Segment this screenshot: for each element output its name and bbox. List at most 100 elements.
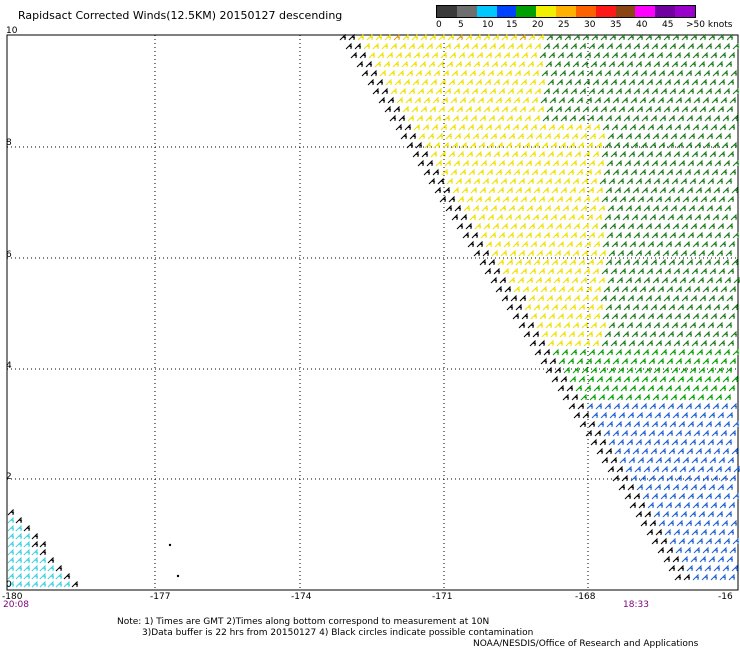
- wind-barb: [720, 546, 728, 554]
- wind-barb: [639, 474, 647, 482]
- wind-barb: [610, 267, 618, 275]
- wind-barb: [15, 532, 23, 540]
- wind-barb: [537, 222, 545, 230]
- wind-barb: [709, 78, 717, 86]
- wind-barb: [674, 123, 682, 131]
- wind-barb: [485, 240, 493, 248]
- wind-barb: [584, 312, 592, 320]
- wind-barb: [498, 231, 506, 239]
- wind-barb: [683, 123, 691, 131]
- wind-barb: [684, 96, 692, 104]
- wind-barb: [565, 150, 573, 158]
- wind-barb: [540, 96, 548, 104]
- wind-barb: [623, 375, 631, 383]
- wind-barb: [515, 114, 523, 122]
- wind-barb: [718, 150, 726, 158]
- wind-barb: [23, 532, 31, 540]
- wind-barb: [700, 78, 708, 86]
- legend-swatch: [595, 6, 616, 17]
- wind-barb: [498, 87, 506, 95]
- wind-barb: [502, 150, 510, 158]
- wind-barb: [640, 69, 648, 77]
- wind-barb: [658, 141, 666, 149]
- wind-barb: [428, 60, 436, 68]
- wind-barb: [651, 159, 659, 167]
- wind-barb: [639, 357, 647, 365]
- wind-barb: [469, 141, 477, 149]
- wind-barb: [584, 51, 592, 59]
- wind-barb: [674, 384, 682, 392]
- wind-barb: [571, 393, 579, 401]
- wind-barb: [695, 186, 703, 194]
- wind-barb: [363, 42, 371, 50]
- wind-barb: [541, 330, 549, 338]
- wind-barb: [666, 168, 674, 176]
- wind-barb: [722, 303, 730, 311]
- wind-barb: [660, 492, 668, 500]
- wind-barb: [509, 177, 517, 185]
- wind-barb: [523, 69, 531, 77]
- wind-barb: [634, 132, 642, 140]
- wind-barb: [407, 114, 415, 122]
- wind-barb: [686, 375, 694, 383]
- wind-barb: [470, 114, 478, 122]
- wind-barb: [642, 87, 650, 95]
- wind-barb: [561, 231, 569, 239]
- wind-barb: [555, 222, 563, 230]
- wind-barb: [554, 249, 562, 257]
- wind-barb: [643, 204, 651, 212]
- wind-barb: [660, 231, 668, 239]
- wind-barb: [482, 249, 490, 257]
- wind-barb: [625, 393, 633, 401]
- wind-barb: [686, 186, 694, 194]
- wind-barb: [632, 303, 640, 311]
- wind-barb: [579, 42, 587, 50]
- wind-barb: [23, 572, 31, 580]
- wind-barb: [662, 366, 670, 374]
- wind-barb: [658, 330, 666, 338]
- wind-barb: [675, 474, 683, 482]
- wind-barb: [713, 447, 721, 455]
- wind-barb: [614, 186, 622, 194]
- legend-label: 40: [636, 20, 648, 30]
- wind-barb: [696, 231, 704, 239]
- wind-barb: [356, 60, 364, 68]
- wind-barb: [587, 258, 595, 266]
- legend-label: >50 knots: [686, 20, 733, 30]
- wind-barb: [477, 96, 485, 104]
- wind-barb: [703, 141, 711, 149]
- wind-barb: [646, 528, 654, 536]
- wind-barb: [642, 159, 650, 167]
- wind-barb: [713, 564, 721, 572]
- wind-barb: [655, 78, 663, 86]
- wind-barb: [683, 384, 691, 392]
- wind-barb: [630, 429, 638, 437]
- wind-barb: [643, 465, 651, 473]
- wind-barb: [578, 258, 586, 266]
- wind-barb: [655, 267, 663, 275]
- wind-barb: [575, 312, 583, 320]
- wind-barb: [481, 204, 489, 212]
- wind-barb: [682, 456, 690, 464]
- wind-barb: [585, 429, 593, 437]
- wind-barb: [669, 42, 677, 50]
- wind-barb: [725, 321, 733, 329]
- wind-barb: [39, 548, 47, 556]
- wind-barb: [551, 375, 559, 383]
- wind-barb: [384, 105, 392, 113]
- wind-barb: [583, 339, 591, 347]
- wind-barb: [440, 51, 448, 59]
- wind-barb: [726, 483, 734, 491]
- wind-barb: [700, 339, 708, 347]
- wind-barb: [473, 177, 481, 185]
- wind-barb: [629, 384, 637, 392]
- wind-barb: [676, 402, 684, 410]
- wind-barb: [558, 285, 566, 293]
- wind-barb: [691, 456, 699, 464]
- wind-barb: [558, 96, 566, 104]
- x-tick-label: -174: [291, 592, 312, 602]
- wind-barb: [597, 42, 605, 50]
- wind-barb: [502, 267, 510, 275]
- wind-barb: [707, 366, 715, 374]
- wind-barb: [619, 150, 627, 158]
